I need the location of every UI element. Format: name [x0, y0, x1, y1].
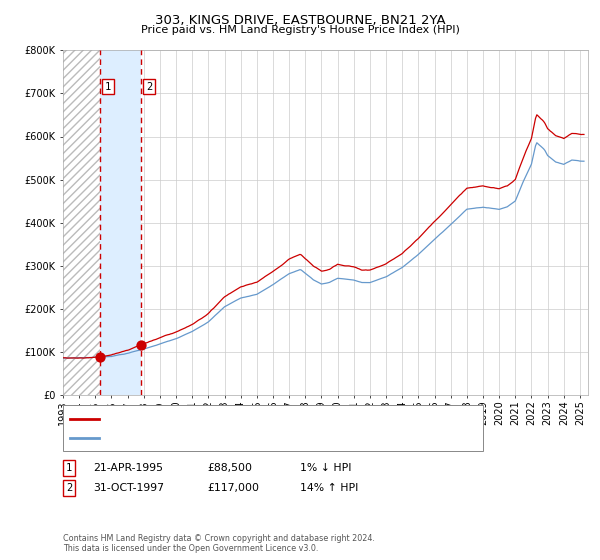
Text: 2: 2: [66, 483, 72, 493]
Text: 1% ↓ HPI: 1% ↓ HPI: [300, 463, 352, 473]
Bar: [63, 50, 100, 395]
Text: HPI: Average price, detached house, Eastbourne: HPI: Average price, detached house, East…: [106, 433, 347, 443]
Bar: [100, 50, 141, 395]
Text: 14% ↑ HPI: 14% ↑ HPI: [300, 483, 358, 493]
Text: Contains HM Land Registry data © Crown copyright and database right 2024.
This d: Contains HM Land Registry data © Crown c…: [63, 534, 375, 553]
Text: £117,000: £117,000: [207, 483, 259, 493]
Text: 303, KINGS DRIVE, EASTBOURNE, BN21 2YA: 303, KINGS DRIVE, EASTBOURNE, BN21 2YA: [155, 14, 445, 27]
Text: 1: 1: [105, 82, 112, 92]
Text: 31-OCT-1997: 31-OCT-1997: [93, 483, 164, 493]
Point: [136, 340, 146, 349]
Point: [95, 352, 105, 361]
Text: £88,500: £88,500: [207, 463, 252, 473]
Text: Price paid vs. HM Land Registry's House Price Index (HPI): Price paid vs. HM Land Registry's House …: [140, 25, 460, 35]
Text: 21-APR-1995: 21-APR-1995: [93, 463, 163, 473]
Text: 303, KINGS DRIVE, EASTBOURNE, BN21 2YA (detached house): 303, KINGS DRIVE, EASTBOURNE, BN21 2YA (…: [106, 414, 416, 424]
Text: 2: 2: [146, 82, 152, 92]
Text: 1: 1: [66, 463, 72, 473]
